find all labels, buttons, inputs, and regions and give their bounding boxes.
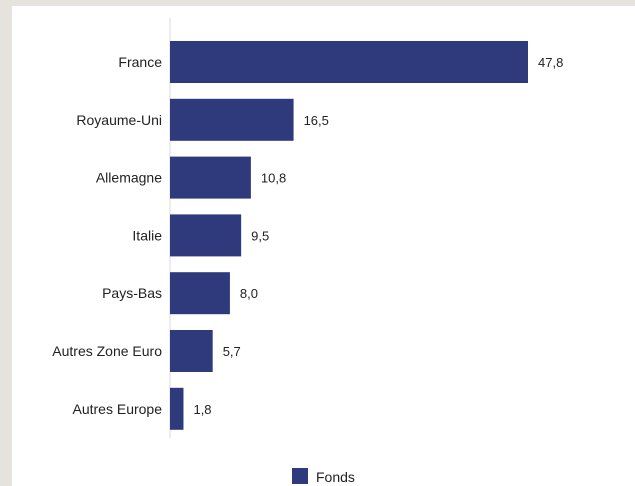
value-label-royaume-uni: 16,5 (304, 113, 329, 128)
chart-panel: France Royaume-Uni Allemagne Italie Pays-Bas… (12, 6, 635, 486)
bars-group (170, 41, 528, 430)
value-label-autres-zone-euro: 5,7 (223, 344, 241, 359)
legend: Fonds (292, 468, 355, 485)
category-label-italie: Italie (132, 227, 162, 243)
bar-pays-bas (170, 272, 230, 315)
bar-italie (170, 214, 242, 257)
value-label-pays-bas: 8,0 (240, 286, 258, 301)
category-label-allemagne: Allemagne (96, 170, 162, 186)
bar-allemagne (170, 156, 251, 199)
value-label-france: 47,8 (538, 55, 563, 70)
bar-autres-zone-euro (170, 330, 213, 372)
category-label-france: France (118, 54, 162, 70)
category-label-autres-europe: Autres Europe (73, 401, 163, 417)
legend-label-fonds: Fonds (316, 469, 355, 485)
category-label-pays-bas: Pays-Bas (102, 285, 162, 301)
value-label-autres-europe: 1,8 (193, 402, 211, 417)
category-label-royaume-uni: Royaume-Uni (76, 112, 162, 128)
bar-chart: France Royaume-Uni Allemagne Italie Pays-Bas… (52, 18, 563, 485)
bar-france (170, 41, 528, 83)
bar-autres-europe (170, 387, 184, 430)
value-labels: 47,8 16,5 10,8 9,5 8,0 5,7 1,8 (193, 55, 563, 417)
value-label-allemagne: 10,8 (261, 171, 286, 186)
category-labels: France Royaume-Uni Allemagne Italie Pays-Bas… (52, 54, 162, 417)
legend-swatch-fonds (292, 468, 308, 484)
value-label-italie: 9,5 (251, 228, 269, 243)
bar-royaume-uni (170, 98, 294, 141)
category-label-autres-zone-euro: Autres Zone Euro (52, 343, 162, 359)
